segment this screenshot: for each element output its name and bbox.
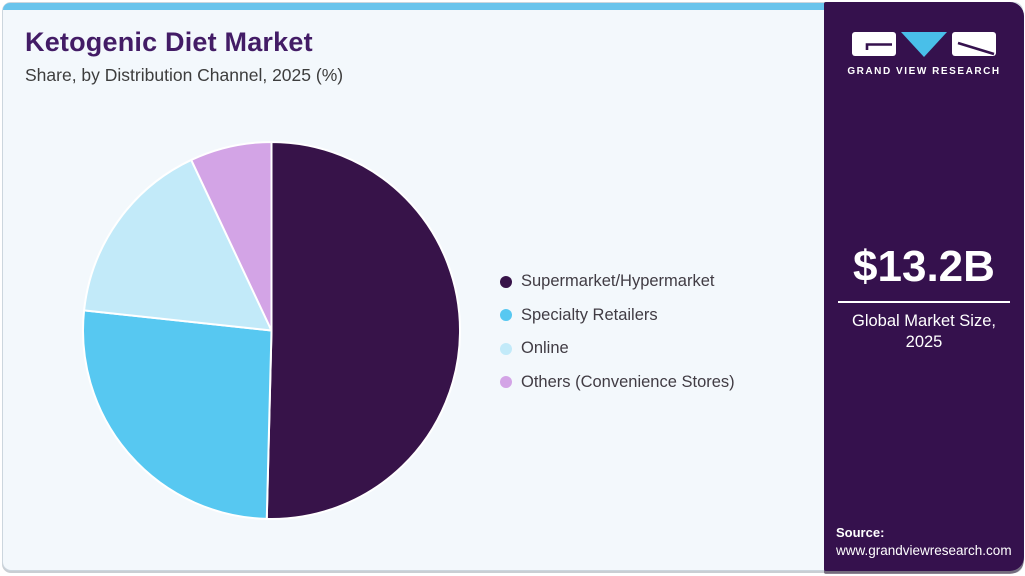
- legend: Supermarket/Hypermarket Specialty Retail…: [500, 271, 735, 405]
- legend-label-online: Online: [521, 339, 569, 357]
- gvr-logo-icon: [852, 32, 996, 57]
- legend-swatch-others: [500, 376, 512, 388]
- legend-swatch-supermarket: [500, 275, 512, 288]
- logo-r-glyph: [957, 41, 995, 56]
- market-size-divider: [838, 301, 1010, 303]
- market-size-value: $13.2B: [853, 242, 995, 291]
- pie-chart: [82, 141, 461, 520]
- top-accent-bar: [3, 3, 825, 10]
- source-block: Source: www.grandviewresearch.com: [836, 525, 1012, 558]
- market-size-block: $13.2B Global Market Size, 2025: [824, 242, 1024, 353]
- logo-v-triangle: [901, 32, 947, 57]
- page-subtitle: Share, by Distribution Channel, 2025 (%): [25, 65, 344, 85]
- header: Ketogenic Diet Market Share, by Distribu…: [25, 27, 343, 86]
- pie-slice-3: [190, 141, 273, 332]
- pie-slice-1: [82, 309, 273, 520]
- legend-item: Supermarket/Hypermarket: [500, 271, 735, 292]
- pie-slice-0: [265, 141, 461, 520]
- legend-label-specialty: Specialty Retailers: [521, 305, 658, 324]
- brand-logo: GRAND VIEW RESEARCH: [824, 29, 1024, 77]
- brand-name: GRAND VIEW RESEARCH: [847, 66, 1001, 77]
- legend-label-others: Others (Convenience Stores): [521, 372, 735, 391]
- source-label: Source:: [836, 525, 885, 540]
- logo-g-glyph: [865, 43, 892, 50]
- legend-item: Others (Convenience Stores): [500, 372, 735, 393]
- legend-item: Online: [500, 338, 735, 359]
- source-url: www.grandviewresearch.com: [836, 543, 1012, 558]
- legend-label-supermarket: Supermarket/Hypermarket: [521, 272, 715, 290]
- page-title: Ketogenic Diet Market: [25, 27, 313, 57]
- legend-item: Specialty Retailers: [500, 305, 735, 326]
- legend-swatch-specialty: [500, 309, 512, 321]
- brand-sidebar: GRAND VIEW RESEARCH $13.2B Global Market…: [824, 2, 1024, 571]
- pie-slice-2: [83, 158, 273, 332]
- market-size-caption: Global Market Size, 2025: [852, 312, 996, 351]
- legend-swatch-online: [500, 342, 512, 355]
